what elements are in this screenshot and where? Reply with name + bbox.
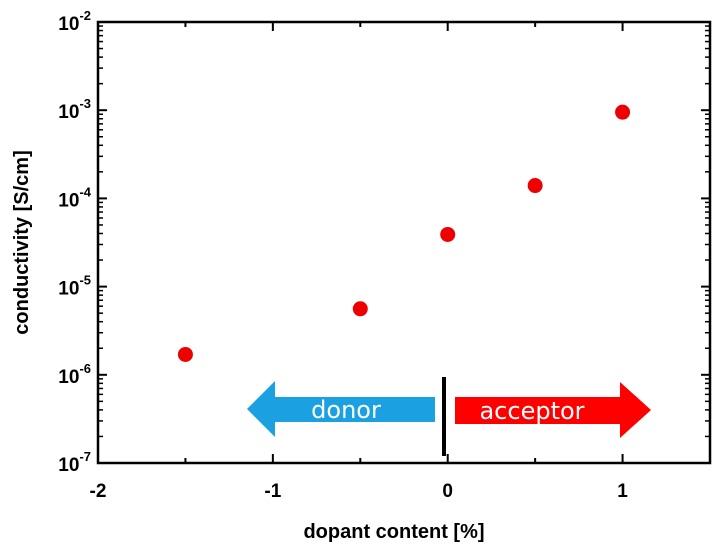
y-axis-title: conductivity [S/cm] <box>11 150 33 334</box>
x-tick-label: -2 <box>90 481 107 502</box>
data-point <box>527 178 543 194</box>
y-tick-label: 10-6 <box>58 361 91 388</box>
data-point <box>177 346 193 362</box>
x-tick-label: 1 <box>617 481 628 502</box>
dopant-annotations: donor acceptor <box>247 377 651 456</box>
x-tick-label: -1 <box>264 481 281 502</box>
acceptor-arrow <box>455 382 651 438</box>
plot-frame <box>96 20 712 465</box>
y-tick-label: 10-5 <box>58 273 91 300</box>
y-tick-label: 10-4 <box>58 184 91 211</box>
y-tick-label: 10-3 <box>58 96 91 123</box>
x-axis-ticks: -2 -1 0 1 <box>90 22 711 502</box>
donor-arrow <box>247 381 435 437</box>
y-tick-label: 10-7 <box>58 449 91 476</box>
donor-label: donor <box>311 396 381 424</box>
data-point <box>615 104 631 120</box>
y-tick-label: 10-2 <box>58 8 91 35</box>
data-point <box>352 301 368 317</box>
data-point <box>440 226 456 242</box>
acceptor-label: acceptor <box>479 397 584 425</box>
plot-border <box>96 20 712 465</box>
data-points <box>177 104 631 362</box>
x-tick-label: 0 <box>442 481 453 502</box>
x-axis-title: dopant content [%] <box>303 521 484 543</box>
